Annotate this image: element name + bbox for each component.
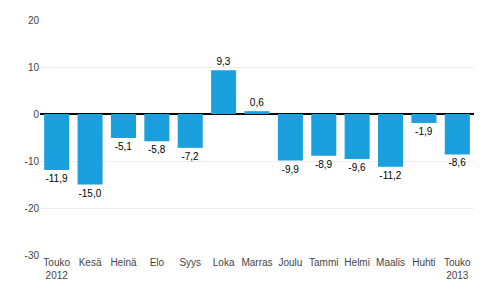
svg-text:Joulu: Joulu <box>278 257 302 268</box>
svg-text:-8,9: -8,9 <box>315 159 333 170</box>
svg-text:Kesä: Kesä <box>79 257 102 268</box>
svg-text:Marras: Marras <box>241 257 272 268</box>
svg-text:-8,6: -8,6 <box>448 157 466 168</box>
svg-text:0,6: 0,6 <box>250 97 264 108</box>
svg-text:Touko2012: Touko2012 <box>43 257 70 281</box>
svg-text:Syys: Syys <box>179 257 201 268</box>
svg-text:10: 10 <box>28 62 40 73</box>
svg-text:-11,2: -11,2 <box>379 170 401 181</box>
svg-text:Tammi: Tammi <box>309 257 338 268</box>
svg-text:Elo: Elo <box>150 257 165 268</box>
svg-text:-20: -20 <box>25 203 40 214</box>
svg-text:Helmi: Helmi <box>344 257 370 268</box>
svg-text:-10: -10 <box>25 156 40 167</box>
svg-text:Heinä: Heinä <box>110 257 137 268</box>
svg-text:-5,8: -5,8 <box>148 144 166 155</box>
svg-text:9,3: 9,3 <box>216 56 230 67</box>
svg-text:Huhti: Huhti <box>412 257 435 268</box>
svg-text:-11,9: -11,9 <box>45 173 67 184</box>
svg-text:0: 0 <box>33 109 39 120</box>
svg-text:-30: -30 <box>25 250 40 261</box>
svg-text:-9,6: -9,6 <box>348 162 366 173</box>
svg-text:-9,9: -9,9 <box>282 164 300 175</box>
svg-text:-1,9: -1,9 <box>415 126 433 137</box>
svg-text:Touko2013: Touko2013 <box>444 257 471 281</box>
svg-text:-15,0: -15,0 <box>78 188 101 199</box>
svg-text:20: 20 <box>28 15 40 26</box>
svg-text:Loka: Loka <box>213 257 235 268</box>
svg-text:Maalis: Maalis <box>376 257 405 268</box>
svg-text:-7,2: -7,2 <box>181 151 199 162</box>
svg-text:-5,1: -5,1 <box>115 141 133 152</box>
